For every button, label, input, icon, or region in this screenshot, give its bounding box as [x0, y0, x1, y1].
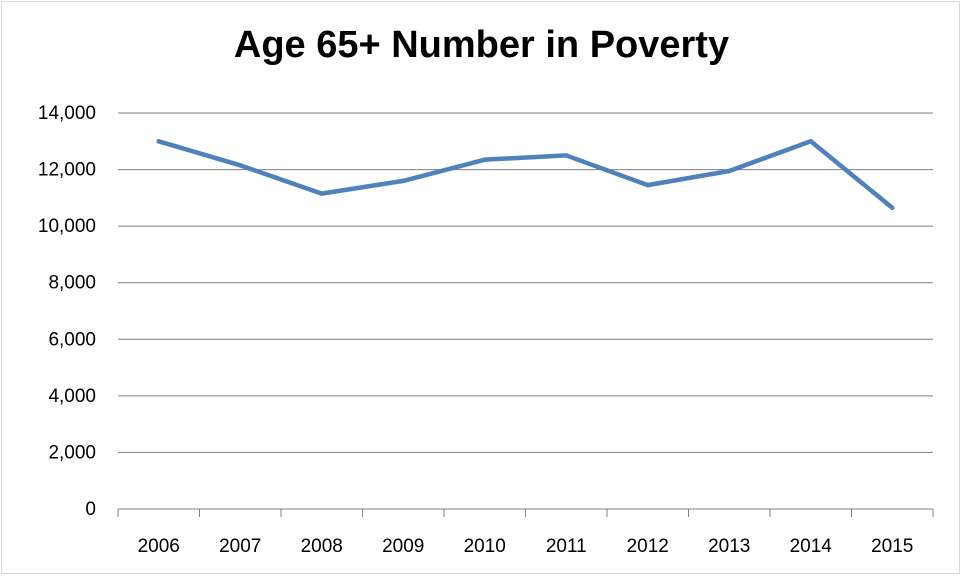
y-tick-label: 14,000: [38, 103, 96, 124]
x-tick-label: 2006: [138, 536, 180, 557]
data-point: [156, 139, 161, 144]
data-point: [564, 153, 569, 158]
series-line: [156, 139, 895, 211]
data-point: [319, 191, 324, 196]
y-tick-label: 8,000: [48, 273, 96, 294]
x-tick-label: 2011: [546, 536, 587, 557]
y-tick-label: 12,000: [38, 160, 96, 181]
x-tick-label: 2014: [790, 536, 833, 557]
x-tick-label: 2012: [627, 536, 669, 557]
chart-title: Age 65+ Number in Poverty: [233, 24, 730, 66]
data-point: [645, 182, 650, 188]
y-tick-label: 6,000: [48, 329, 96, 350]
x-tick-label: 2009: [382, 536, 424, 557]
y-tick-label: 4,000: [48, 386, 96, 407]
x-tick-label: 2015: [871, 536, 913, 557]
y-tick-label: 2,000: [48, 442, 96, 463]
y-tick-label: 10,000: [38, 216, 96, 237]
data-point: [482, 157, 487, 162]
x-tick-label: 2007: [219, 536, 261, 557]
data-point: [727, 168, 732, 174]
x-tick-label: 2010: [464, 536, 506, 557]
data-point: [890, 205, 895, 210]
y-tick-label: 0: [85, 499, 96, 520]
x-tick-label: 2008: [301, 536, 343, 557]
data-point: [401, 178, 406, 184]
data-point: [808, 139, 813, 144]
x-tick-label: 2013: [708, 536, 750, 557]
data-point: [238, 163, 243, 168]
